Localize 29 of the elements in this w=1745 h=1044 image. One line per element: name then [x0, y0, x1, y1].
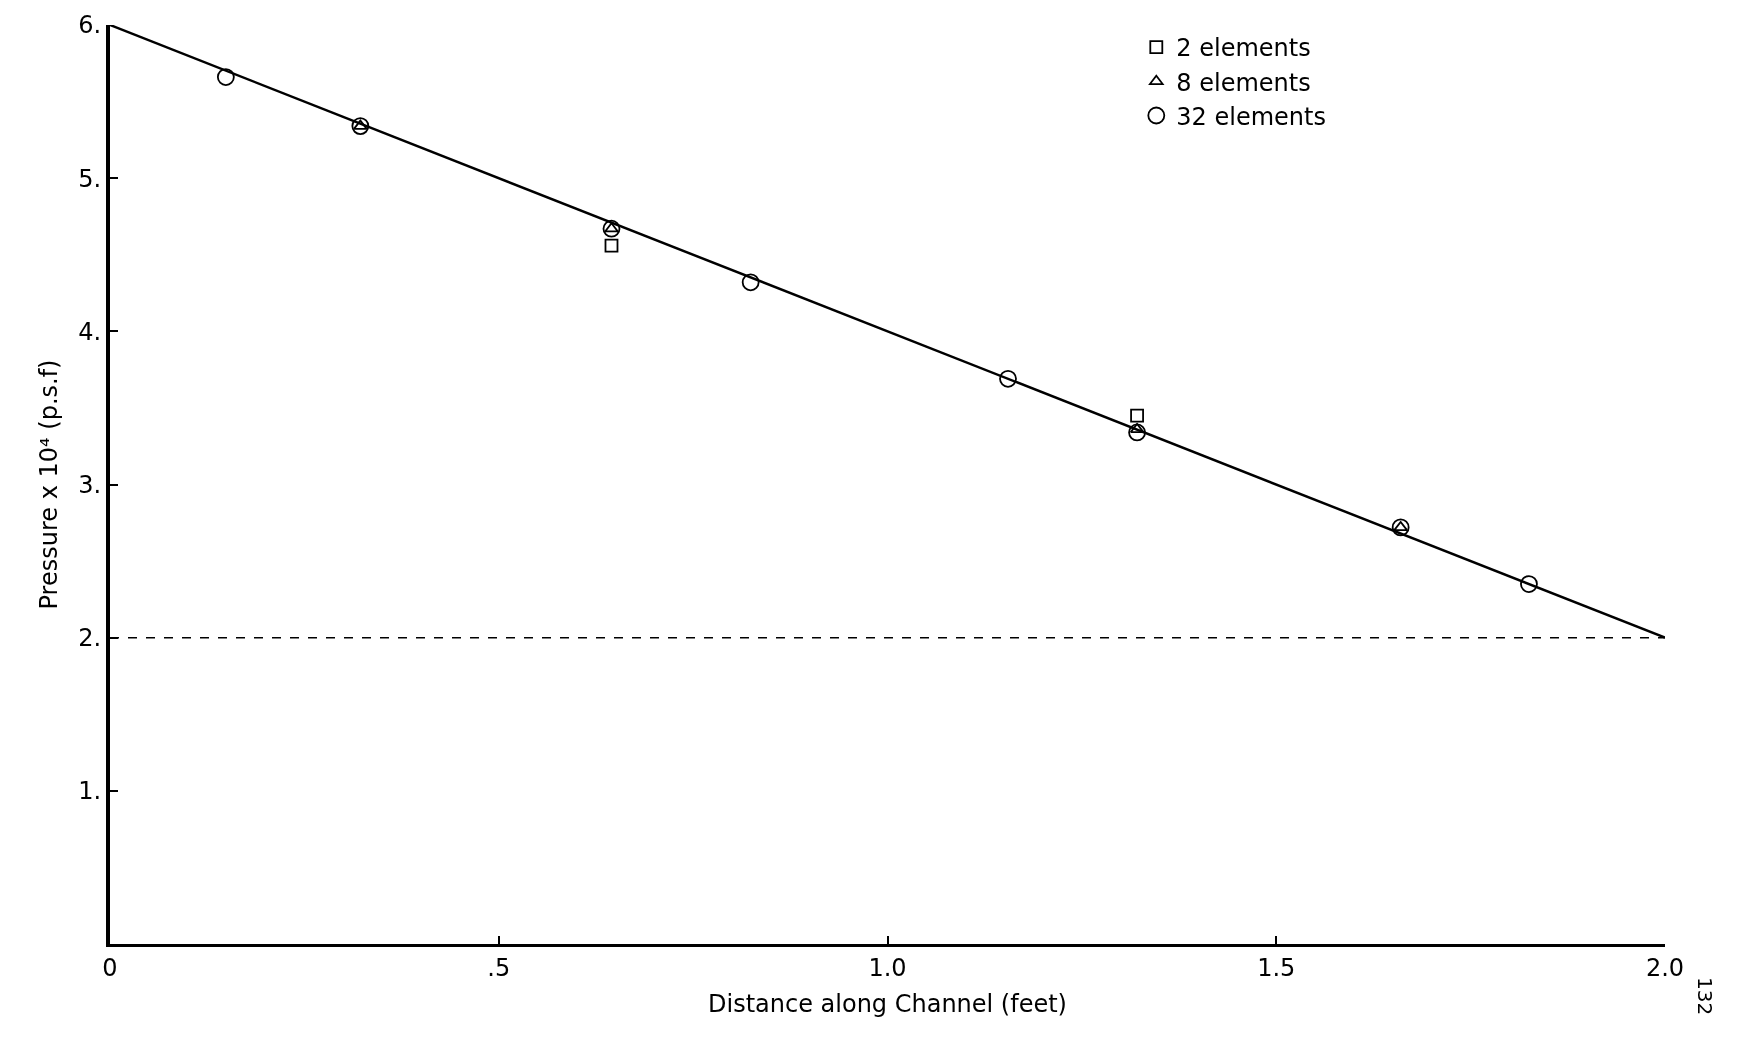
point: [216, 68, 235, 86]
legend-label: 8 elements: [1176, 68, 1311, 97]
point: [1129, 422, 1145, 434]
y-tick-label: 6.: [78, 11, 102, 40]
y-tick-label: 2.: [78, 624, 102, 653]
text: 132: [1692, 977, 1717, 1016]
point: [602, 219, 621, 238]
point: [741, 273, 760, 292]
x-tick-label: .5: [487, 953, 511, 982]
y-tick-label: 4.: [78, 317, 102, 346]
x-axis-title: Distance along Channel (feet): [708, 990, 1067, 1019]
y-tick-label: 1.: [78, 777, 102, 806]
point: [1520, 575, 1538, 593]
point: [999, 369, 1017, 388]
legend-label: 32 elements: [1176, 102, 1326, 131]
y-axis-title: Pressure x 10⁴ (p.s.f): [34, 359, 63, 610]
x-tick-label: 1.5: [1257, 953, 1296, 982]
x-tick-label: 2.0: [1645, 953, 1685, 982]
point: [1128, 423, 1146, 442]
x-tick-label: 1.0: [868, 953, 907, 982]
point: [1130, 408, 1144, 423]
point: [604, 238, 619, 253]
y-tick-label: 3.: [78, 470, 102, 499]
point: [351, 117, 370, 135]
legend-label: 2 elements: [1176, 34, 1311, 63]
point: [604, 222, 619, 233]
y-tick-label: 5.: [78, 164, 102, 193]
x-tick-label: 0: [102, 953, 118, 982]
point: [353, 119, 368, 130]
